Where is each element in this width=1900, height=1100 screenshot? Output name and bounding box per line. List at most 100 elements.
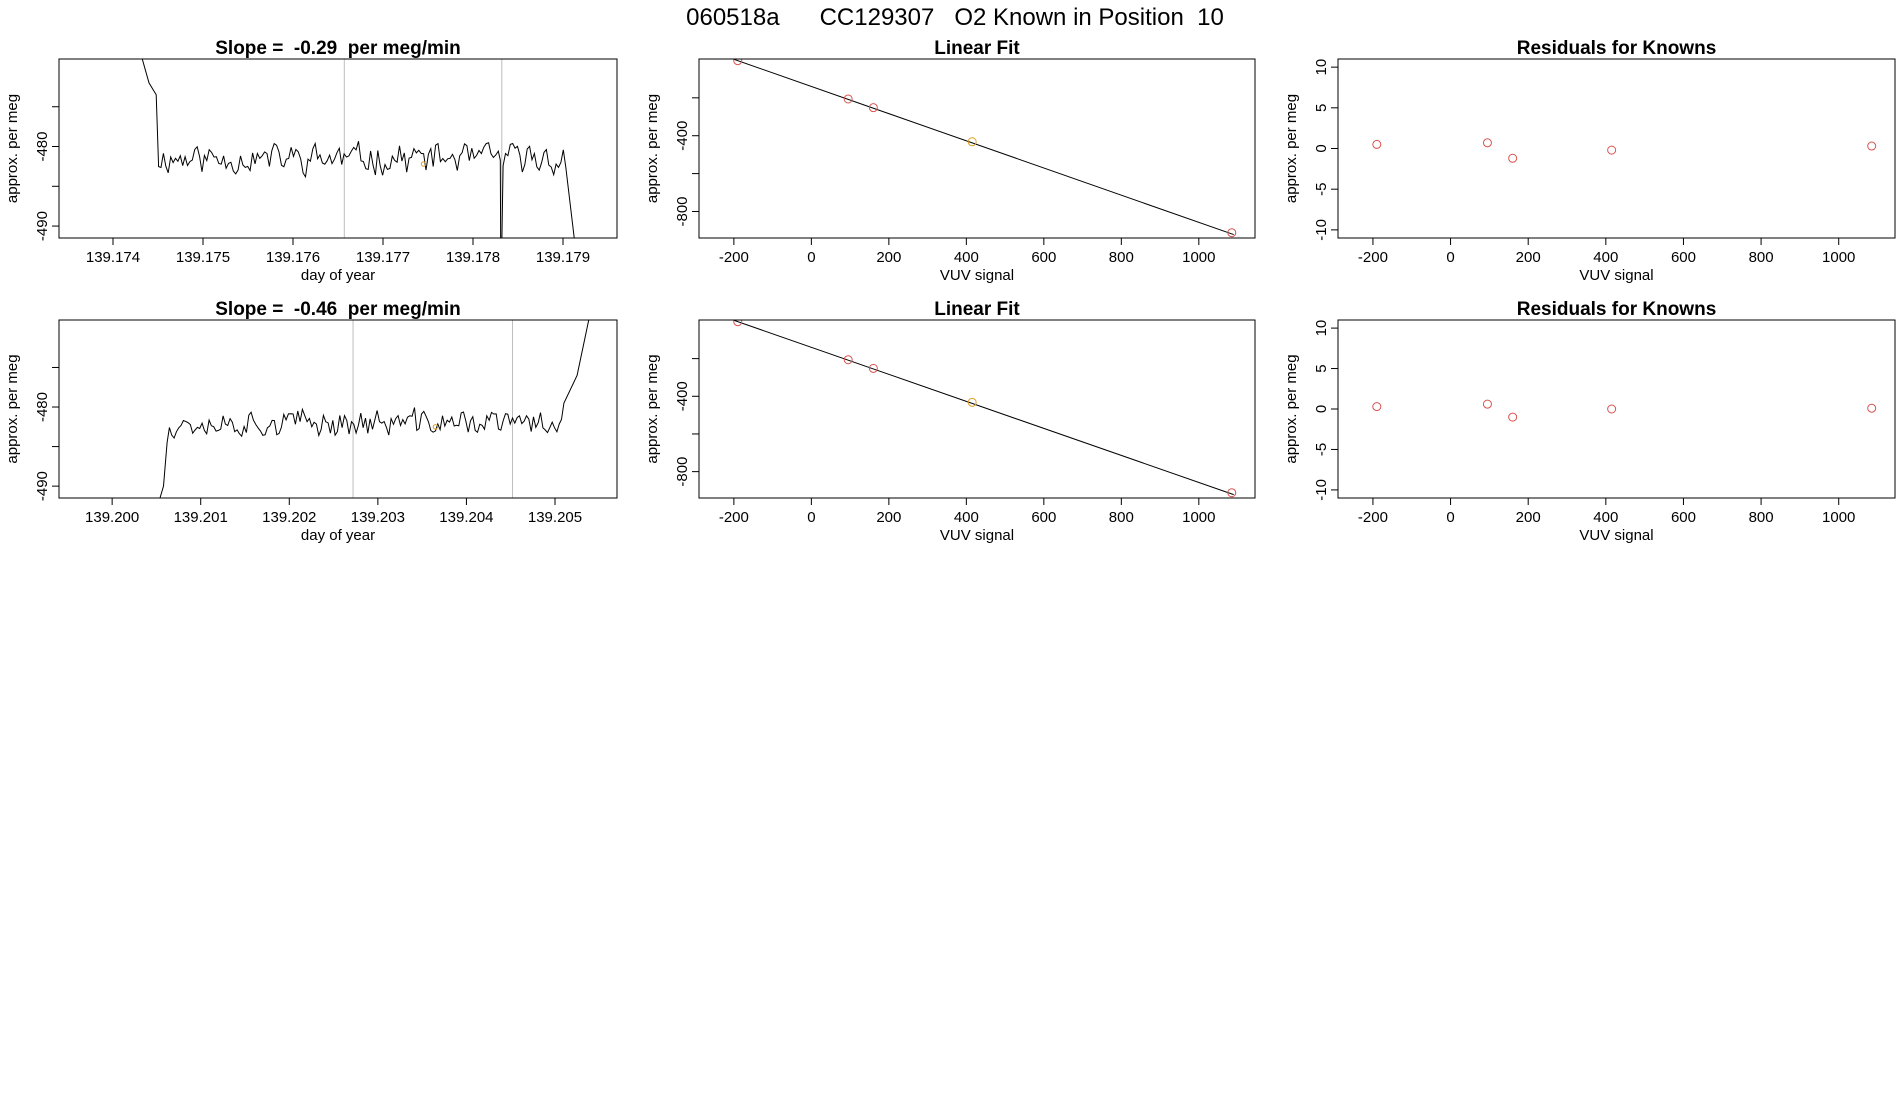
y-tick-label: -800 bbox=[674, 196, 691, 226]
plot-frame bbox=[1337, 58, 1896, 239]
data-point bbox=[1482, 399, 1492, 409]
y-tick-label: 10 bbox=[1313, 59, 1330, 76]
x-tick-label: 1000 bbox=[1182, 249, 1215, 266]
panel-title: Slope = -0.29 per meg/min bbox=[215, 38, 461, 59]
x-tick-label: 800 bbox=[1749, 509, 1774, 526]
data-point bbox=[733, 320, 743, 327]
fit-line bbox=[731, 59, 1234, 236]
y-tick-label: -10 bbox=[1313, 479, 1330, 501]
x-axis-label: day of year bbox=[301, 527, 375, 544]
data-point bbox=[1372, 139, 1382, 149]
x-tick-label: 1000 bbox=[1182, 509, 1215, 526]
x-tick-label: -200 bbox=[719, 509, 749, 526]
x-tick-label: -200 bbox=[719, 249, 749, 266]
x-tick-label: 600 bbox=[1031, 249, 1056, 266]
figure-title: 060518a CC129307 O2 Known in Position 10 bbox=[686, 4, 1224, 31]
x-axis-label: VUV signal bbox=[1579, 267, 1653, 284]
y-tick-label: -400 bbox=[674, 381, 691, 411]
y-tick-label: -490 bbox=[34, 471, 51, 501]
data-point bbox=[967, 397, 977, 407]
panel-title: Linear Fit bbox=[934, 38, 1020, 59]
data-point bbox=[868, 103, 878, 113]
x-tick-label: 139.174 bbox=[86, 249, 140, 266]
y-tick-label: 10 bbox=[1313, 320, 1330, 337]
data-trace bbox=[159, 320, 590, 498]
data-point bbox=[1508, 412, 1518, 422]
panel-title: Linear Fit bbox=[934, 299, 1020, 320]
plot-frame bbox=[698, 319, 1256, 499]
fit-line bbox=[731, 320, 1234, 496]
plot-frame bbox=[58, 319, 618, 499]
x-tick-label: 200 bbox=[1516, 509, 1541, 526]
data-point bbox=[1867, 403, 1877, 413]
y-tick-label: -800 bbox=[674, 457, 691, 487]
y-tick-label: 0 bbox=[1313, 405, 1330, 413]
data-point bbox=[868, 363, 878, 373]
data-trace bbox=[141, 59, 575, 238]
plot-frame bbox=[698, 58, 1256, 239]
y-tick-label: -10 bbox=[1313, 219, 1330, 241]
data-point bbox=[843, 94, 853, 104]
panel-title: Residuals for Knowns bbox=[1517, 38, 1717, 59]
chart-panel-2: Linear Fit -200 0 200 400 600 800 1000 -800 -400 V… bbox=[644, 38, 1256, 284]
x-axis-label: VUV signal bbox=[940, 267, 1014, 284]
x-axis-label: VUV signal bbox=[1579, 527, 1653, 544]
x-axis-label: VUV signal bbox=[940, 527, 1014, 544]
y-axis-label: approx. per meg bbox=[4, 94, 21, 203]
y-tick-label: -490 bbox=[34, 211, 51, 241]
x-tick-label: 139.203 bbox=[351, 509, 405, 526]
chart-panel-6: Residuals for Knowns-200 0 200 400 600 800 100… bbox=[1283, 299, 1896, 544]
plot-area bbox=[731, 320, 1237, 498]
x-tick-label: -200 bbox=[1358, 509, 1388, 526]
x-tick-label: 1000 bbox=[1822, 509, 1855, 526]
x-tick-label: 139.179 bbox=[536, 249, 590, 266]
y-tick-label: -480 bbox=[34, 131, 51, 161]
x-tick-label: 139.204 bbox=[439, 509, 493, 526]
x-tick-label: 139.200 bbox=[85, 509, 139, 526]
data-point bbox=[1867, 141, 1877, 151]
x-tick-label: 1000 bbox=[1822, 249, 1855, 266]
x-tick-label: 600 bbox=[1031, 509, 1056, 526]
x-tick-label: 400 bbox=[1593, 249, 1618, 266]
highlight-point bbox=[432, 424, 439, 430]
data-point bbox=[1227, 228, 1237, 238]
x-tick-label: 0 bbox=[1446, 249, 1454, 266]
x-tick-label: 139.175 bbox=[176, 249, 230, 266]
x-tick-label: 200 bbox=[876, 249, 901, 266]
x-axis-label: day of year bbox=[301, 267, 375, 284]
plot-frame bbox=[58, 58, 618, 239]
panel-title: Slope = -0.46 per meg/min bbox=[215, 299, 461, 320]
plot-area bbox=[159, 320, 590, 498]
plot-area bbox=[731, 59, 1237, 238]
y-tick-label: 0 bbox=[1313, 144, 1330, 152]
plot-area bbox=[1372, 138, 1877, 163]
x-tick-label: 800 bbox=[1109, 509, 1134, 526]
data-point bbox=[1372, 402, 1382, 412]
x-tick-label: 139.176 bbox=[266, 249, 320, 266]
y-tick-label: -5 bbox=[1313, 443, 1330, 456]
x-tick-label: 200 bbox=[1516, 249, 1541, 266]
y-axis-label: approx. per meg bbox=[1283, 354, 1300, 463]
y-axis-label: approx. per meg bbox=[1283, 94, 1300, 203]
y-tick-label: -5 bbox=[1313, 183, 1330, 196]
data-point bbox=[1607, 145, 1617, 155]
plot-frame bbox=[1337, 319, 1896, 499]
x-tick-label: 400 bbox=[954, 509, 979, 526]
chart-panel-3: Residuals for Knowns-200 0 200 400 600 800 100… bbox=[1283, 38, 1896, 284]
y-axis-label: approx. per meg bbox=[644, 94, 661, 203]
panel-title: Residuals for Knowns bbox=[1517, 299, 1717, 320]
y-tick-label: 5 bbox=[1313, 104, 1330, 112]
highlight-point bbox=[420, 161, 427, 167]
data-point bbox=[1482, 138, 1492, 148]
data-point bbox=[733, 59, 743, 66]
data-point bbox=[843, 355, 853, 365]
y-tick-label: -480 bbox=[34, 392, 51, 422]
data-point bbox=[967, 137, 977, 147]
x-tick-label: 139.205 bbox=[528, 509, 582, 526]
data-point bbox=[1508, 153, 1518, 163]
y-axis-label: approx. per meg bbox=[4, 354, 21, 463]
x-tick-label: 400 bbox=[954, 249, 979, 266]
x-tick-label: 0 bbox=[807, 249, 815, 266]
x-tick-label: 600 bbox=[1671, 509, 1696, 526]
